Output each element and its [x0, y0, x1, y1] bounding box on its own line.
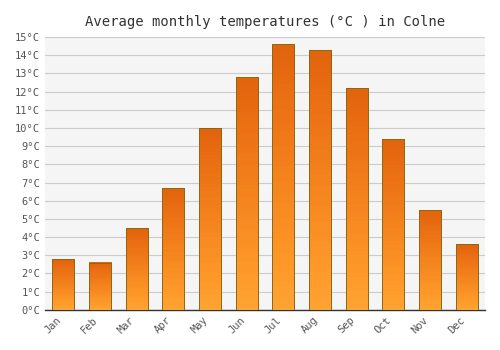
Bar: [236, 77, 258, 310]
Bar: [89, 262, 111, 310]
Bar: [162, 188, 184, 310]
Bar: [382, 139, 404, 310]
Bar: [456, 244, 477, 310]
Bar: [272, 44, 294, 310]
Bar: [346, 88, 368, 310]
Bar: [309, 50, 331, 310]
Title: Average monthly temperatures (°C ) in Colne: Average monthly temperatures (°C ) in Co…: [85, 15, 445, 29]
Bar: [199, 128, 221, 310]
Bar: [52, 259, 74, 310]
Bar: [126, 228, 148, 310]
Bar: [419, 210, 441, 310]
